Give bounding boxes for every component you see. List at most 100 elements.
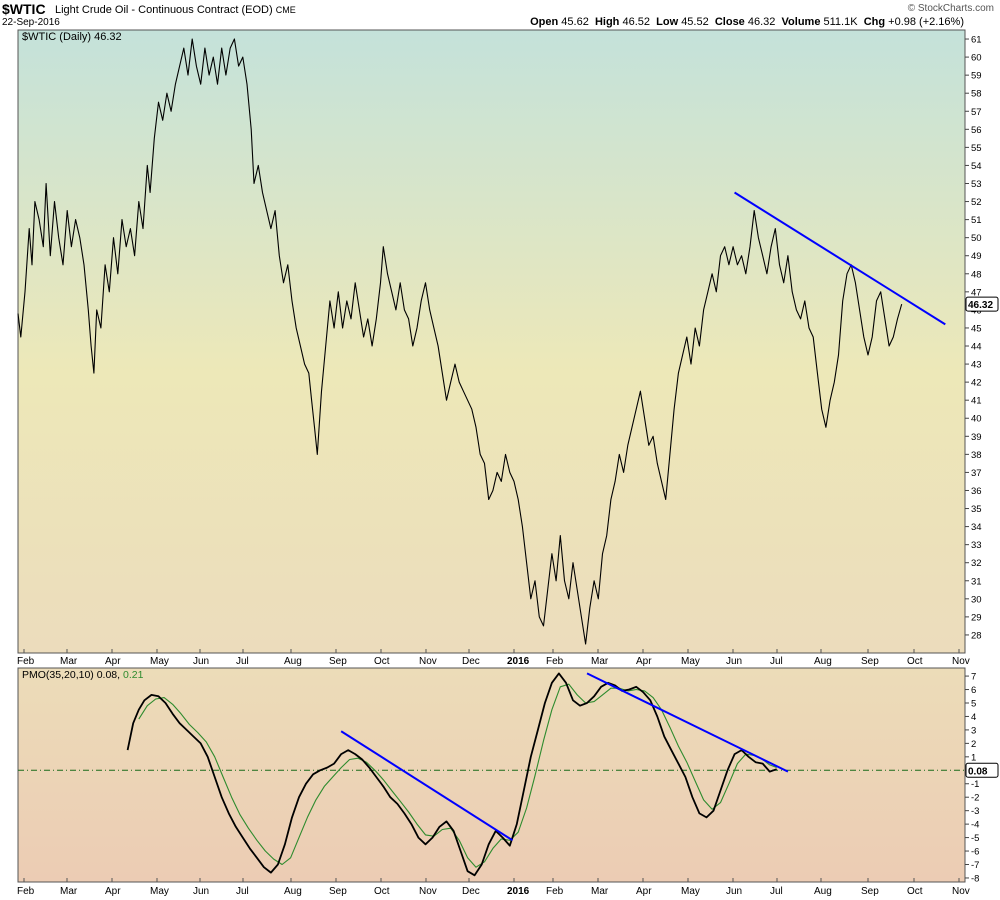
y-tick-label: -7 bbox=[971, 860, 979, 871]
y-tick-label: 36 bbox=[971, 486, 982, 497]
price-panel: 2829303132333435363738394041424344454647… bbox=[17, 29, 999, 654]
y-tick-label: 53 bbox=[971, 179, 982, 190]
price-x-axis: Feb Mar Apr May Jun Jul Aug Sep Oct Nov Dec 2016 Feb… bbox=[17, 656, 970, 667]
x-tick-label: Aug bbox=[814, 656, 832, 667]
y-tick-label: 5 bbox=[971, 698, 976, 709]
x-tick-label: Dec bbox=[462, 886, 480, 897]
y-tick-label: 31 bbox=[971, 576, 982, 587]
price-last-value-tag-box bbox=[965, 296, 999, 312]
chart-date: 22-Sep-2016 bbox=[2, 17, 60, 28]
pmo-legend-prefix: PMO(35,20,10) bbox=[22, 669, 97, 681]
x-tick-label: Nov bbox=[952, 656, 970, 667]
x-tick-label: Jul bbox=[236, 886, 249, 897]
pmo-trendline bbox=[586, 672, 789, 773]
pmo-signal-line bbox=[138, 683, 777, 868]
pmo-legend: PMO(35,20,10) 0.08, 0.21 bbox=[22, 669, 144, 681]
y-tick-label: 34 bbox=[971, 522, 982, 533]
y-tick-label: 2 bbox=[971, 739, 976, 750]
y-tick-label: 33 bbox=[971, 540, 982, 551]
x-tick-label: Sep bbox=[329, 886, 347, 897]
x-tick-label: Feb bbox=[17, 886, 35, 897]
plot-area bbox=[17, 667, 966, 883]
x-tick-label: 2016 bbox=[507, 656, 530, 667]
y-tick-label: 32 bbox=[971, 558, 982, 569]
x-tick-label: Sep bbox=[861, 886, 879, 897]
symbol-title: $WTIC bbox=[2, 1, 46, 17]
pmo-last-value-tag-box bbox=[965, 762, 999, 778]
quote-summary: Open 45.62 High 46.52 Low 45.52 Close 46… bbox=[530, 16, 964, 28]
x-tick-label: Nov bbox=[419, 656, 437, 667]
x-tick-label: Feb bbox=[546, 886, 564, 897]
x-tick-label: Jun bbox=[193, 656, 209, 667]
x-tick-label: Aug bbox=[284, 886, 302, 897]
y-tick-label: 56 bbox=[971, 125, 982, 136]
chart-header: $WTIC Light Crude Oil - Continuous Contr… bbox=[0, 0, 1000, 30]
y-tick-label: 52 bbox=[971, 197, 982, 208]
y-tick-label: 29 bbox=[971, 612, 982, 623]
pmo-line bbox=[126, 672, 777, 877]
x-tick-label: Oct bbox=[374, 656, 390, 667]
x-tick-label: Apr bbox=[636, 886, 652, 897]
pmo-legend-value: 0.08, bbox=[97, 669, 123, 681]
x-tick-label: Oct bbox=[907, 886, 923, 897]
y-tick-label: 48 bbox=[971, 269, 982, 280]
x-tick-label: Jun bbox=[726, 656, 742, 667]
x-tick-label: Nov bbox=[419, 886, 437, 897]
y-tick-label: 50 bbox=[971, 233, 982, 244]
y-tick-label: -1 bbox=[971, 779, 979, 790]
y-tick-label: 44 bbox=[971, 342, 982, 353]
y-tick-label: 55 bbox=[971, 143, 982, 154]
x-tick-label: May bbox=[681, 886, 700, 897]
x-tick-label: Jul bbox=[236, 656, 249, 667]
y-tick-label: 42 bbox=[971, 378, 982, 389]
y-tick-label: -2 bbox=[971, 793, 979, 804]
x-tick-label: Nov bbox=[952, 886, 970, 897]
x-tick-label: Mar bbox=[591, 656, 609, 667]
y-tick-label: 40 bbox=[971, 414, 982, 425]
x-tick-label: Mar bbox=[60, 886, 78, 897]
x-tick-label: 2016 bbox=[507, 886, 530, 897]
x-tick-label: Apr bbox=[636, 656, 652, 667]
x-tick-label: Jun bbox=[193, 886, 209, 897]
y-tick-label: 35 bbox=[971, 504, 982, 515]
y-tick-label: 1 bbox=[971, 752, 976, 763]
y-tick-label: 3 bbox=[971, 725, 976, 736]
x-tick-label: Dec bbox=[462, 656, 480, 667]
y-tick-label: -3 bbox=[971, 806, 979, 817]
x-tick-label: Apr bbox=[105, 886, 121, 897]
x-tick-label: Aug bbox=[284, 656, 302, 667]
y-tick-label: 51 bbox=[971, 215, 982, 226]
x-tick-label: Feb bbox=[546, 656, 564, 667]
x-tick-label: Oct bbox=[374, 886, 390, 897]
instrument-name: Light Crude Oil - Continuous Contract (E… bbox=[55, 4, 296, 16]
y-tick-label: 45 bbox=[971, 323, 982, 334]
y-tick-label: 4 bbox=[971, 712, 976, 723]
x-tick-label: Jul bbox=[770, 886, 783, 897]
y-tick-label: 38 bbox=[971, 450, 982, 461]
y-tick-label: 41 bbox=[971, 396, 982, 407]
x-tick-label: Sep bbox=[861, 656, 879, 667]
x-tick-label: Jun bbox=[726, 886, 742, 897]
y-tick-label: 49 bbox=[971, 251, 982, 262]
price-series-line bbox=[17, 38, 903, 645]
pmo-legend-signal: 0.21 bbox=[123, 669, 144, 681]
y-tick-label: -5 bbox=[971, 833, 979, 844]
y-tick-label: -6 bbox=[971, 847, 979, 858]
x-tick-label: Aug bbox=[814, 886, 832, 897]
x-tick-label: Mar bbox=[591, 886, 609, 897]
x-tick-label: Oct bbox=[907, 656, 923, 667]
y-tick-label: -8 bbox=[971, 873, 979, 884]
y-tick-label: 57 bbox=[971, 107, 982, 118]
y-tick-label: 58 bbox=[971, 89, 982, 100]
y-tick-label: 30 bbox=[971, 594, 982, 605]
y-tick-label: 6 bbox=[971, 685, 976, 696]
y-tick-label: 54 bbox=[971, 161, 982, 172]
price-last-value-tag: 46.32 bbox=[968, 300, 993, 311]
y-tick-label: 59 bbox=[971, 71, 982, 82]
x-tick-label: Mar bbox=[60, 656, 78, 667]
plot-area bbox=[17, 29, 966, 654]
x-tick-label: Sep bbox=[329, 656, 347, 667]
stockcharts-brand: © StockCharts.com bbox=[907, 3, 994, 14]
